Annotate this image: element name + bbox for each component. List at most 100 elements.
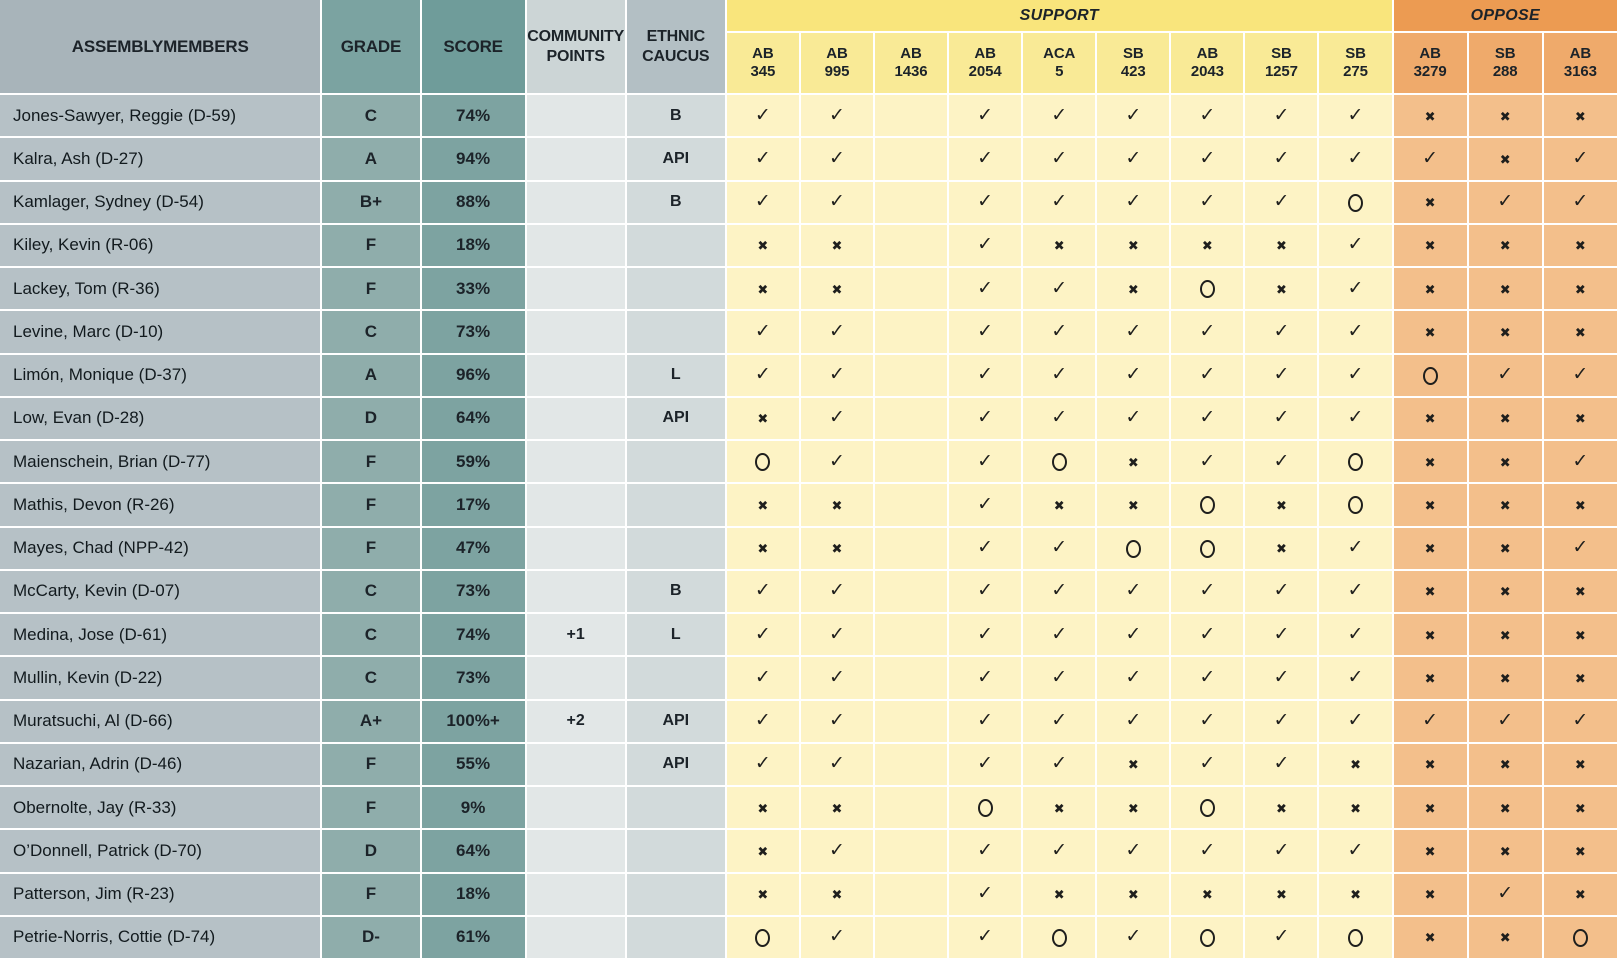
check-icon: ✓ <box>1422 710 1439 732</box>
support-vote-cell: ✓ <box>798 698 876 744</box>
check-icon: ✓ <box>1125 320 1142 342</box>
support-vote-cell: ✓ <box>724 309 801 355</box>
community-points-value: +2 <box>524 698 627 744</box>
check-icon: ✓ <box>1199 450 1216 472</box>
circle-icon <box>1199 280 1215 299</box>
oppose-vote-cell: ✖ <box>1541 222 1617 269</box>
support-vote-cell: ✓ <box>1021 611 1098 658</box>
check-icon: ✓ <box>1347 277 1364 299</box>
check-icon: ✓ <box>1273 104 1290 126</box>
support-vote-cell: ✓ <box>1095 352 1172 398</box>
community-points-value <box>524 438 627 485</box>
oppose-vote-cell: ✖ <box>1466 655 1544 701</box>
check-icon: ✓ <box>1051 191 1068 213</box>
member-name: Low, Evan (D-28) <box>0 395 323 442</box>
ethnic-caucus-value <box>624 438 727 485</box>
member-row: O’Donnell, Patrick (D-70) D 64% ✖ ✓ ✓ ✓ ✓ ✓ ✓ ✓ ✖ ✖ ✖ <box>0 828 1617 874</box>
community-points-value <box>524 179 627 225</box>
check-icon: ✓ <box>1572 450 1589 472</box>
check-icon: ✓ <box>829 407 845 429</box>
support-vote-cell: ✓ <box>798 741 876 788</box>
support-vote-cell <box>872 136 950 182</box>
support-vote-cell: ✖ <box>1317 871 1394 917</box>
oppose-group-header: OPPOSE <box>1391 0 1617 33</box>
oppose-vote-cell: ✖ <box>1466 222 1544 269</box>
check-icon: ✓ <box>754 147 771 169</box>
oppose-vote-cell: ✖ <box>1391 655 1469 701</box>
support-vote-cell <box>1317 914 1394 958</box>
member-name: Patterson, Jim (R-23) <box>0 871 323 917</box>
check-icon: ✓ <box>754 710 771 732</box>
support-vote-cell <box>872 222 950 269</box>
x-icon: ✖ <box>1574 584 1586 600</box>
check-icon: ✓ <box>1125 839 1142 861</box>
support-vote-cell: ✓ <box>947 828 1024 874</box>
support-vote-cell: ✓ <box>1243 568 1320 615</box>
support-vote-cell: ✖ <box>724 395 801 442</box>
check-icon: ✓ <box>829 147 845 169</box>
x-icon: ✖ <box>1350 757 1361 773</box>
support-vote-cell: ✓ <box>1095 136 1172 182</box>
support-vote-cell: ✓ <box>1243 741 1320 788</box>
support-vote-cell: ✓ <box>1169 568 1246 615</box>
oppose-vote-cell: ✖ <box>1391 914 1469 958</box>
circle-icon <box>1051 453 1067 472</box>
support-vote-cell <box>872 395 950 442</box>
support-vote-cell: ✖ <box>1243 265 1320 312</box>
x-icon: ✖ <box>1499 497 1511 513</box>
x-icon: ✖ <box>831 541 843 557</box>
support-vote-cell: ✓ <box>1021 395 1098 442</box>
support-vote-cell: ✓ <box>798 395 876 442</box>
check-icon: ✓ <box>1273 320 1290 342</box>
support-vote-cell: ✖ <box>1317 784 1394 831</box>
support-vote-cell: ✓ <box>1243 828 1320 874</box>
check-icon: ✓ <box>1347 104 1364 126</box>
x-icon: ✖ <box>1499 281 1511 297</box>
support-vote-cell: ✓ <box>1169 352 1246 398</box>
support-bill-header: ACA 5 <box>1021 31 1098 95</box>
circle-icon <box>755 928 771 947</box>
check-icon: ✓ <box>1572 710 1589 732</box>
support-vote-cell <box>1317 438 1394 485</box>
support-vote-cell: ✖ <box>1243 784 1320 831</box>
check-icon: ✓ <box>1347 407 1364 429</box>
check-icon: ✓ <box>1125 710 1142 732</box>
support-vote-cell <box>872 352 950 398</box>
grade-value: D <box>320 828 422 874</box>
score-value: 61% <box>419 914 527 958</box>
circle-icon <box>1572 928 1588 947</box>
x-icon: ✖ <box>1275 800 1287 816</box>
support-vote-cell: ✖ <box>798 265 876 312</box>
support-vote-cell: ✓ <box>947 655 1024 701</box>
member-row: Kamlager, Sydney (D-54) B+ 88% B ✓ ✓ ✓ ✓ ✓ ✓ ✓ ✖ ✓ ✓ <box>0 179 1617 225</box>
support-vote-cell <box>872 871 950 917</box>
x-icon: ✖ <box>1201 887 1213 903</box>
check-icon: ✓ <box>1497 883 1514 905</box>
support-vote-cell: ✓ <box>724 655 801 701</box>
x-icon: ✖ <box>1574 324 1586 340</box>
check-icon: ✓ <box>1273 753 1290 775</box>
support-group-header: SUPPORT <box>724 0 1394 33</box>
oppose-vote-cell: ✖ <box>1391 222 1469 269</box>
check-icon: ✓ <box>829 666 845 688</box>
support-vote-cell: ✖ <box>1317 741 1394 788</box>
check-icon: ✓ <box>1273 666 1290 688</box>
x-icon: ✖ <box>1574 670 1586 686</box>
grade-value: F <box>320 265 422 312</box>
support-vote-cell: ✓ <box>947 222 1024 269</box>
bill-header-row: AB 345 AB 995 AB 1436 AB 2054 ACA 5 SB 423 AB … <box>0 31 1617 95</box>
x-icon: ✖ <box>1127 281 1139 297</box>
grade-value: A <box>320 352 422 398</box>
support-vote-cell <box>872 784 950 831</box>
support-vote-cell: ✓ <box>1169 698 1246 744</box>
support-vote-cell: ✓ <box>1169 309 1246 355</box>
support-vote-cell: ✖ <box>798 784 876 831</box>
oppose-vote-cell: ✖ <box>1391 438 1469 485</box>
check-icon: ✓ <box>1347 320 1364 342</box>
x-icon: ✖ <box>1574 887 1586 903</box>
oppose-vote-cell: ✖ <box>1541 395 1617 442</box>
support-vote-cell: ✓ <box>798 914 876 958</box>
community-points-value <box>524 395 627 442</box>
grade-header: GRADE <box>320 0 422 95</box>
circle-icon <box>1348 193 1364 212</box>
